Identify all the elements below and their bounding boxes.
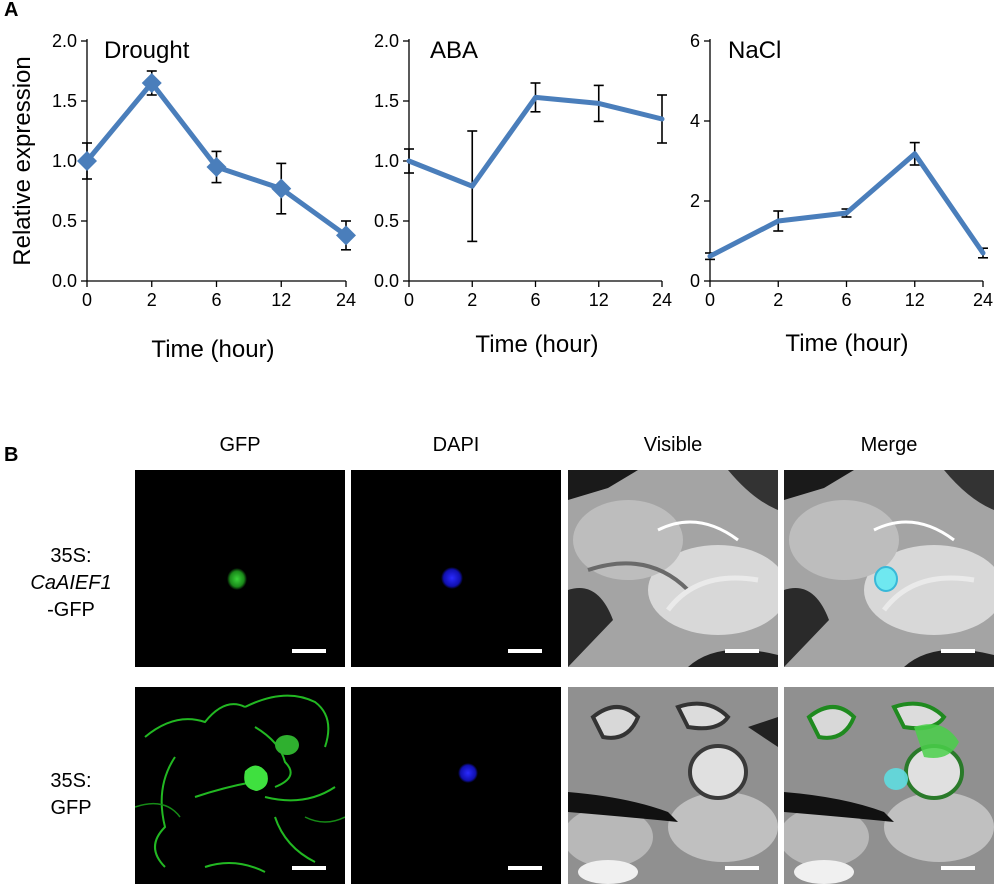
chart2-y-tick-label: 0.5 [374,211,399,231]
scale-bar [292,866,326,870]
micrograph-row1-merge [784,470,994,667]
chart2-x-tick-label: 6 [530,290,540,310]
chart1-x-axis-label: Time (hour) [151,336,274,363]
chart1-x-tick-label: 0 [82,290,92,310]
chart1-y-tick-label: 0.0 [52,271,77,291]
chart1-y-tick-label: 1.5 [52,91,77,111]
chart1-y-axis-label: Relative expression [9,56,36,265]
nucleus-dapi-signal [458,763,478,783]
chart3-y-tick-label: 4 [690,111,700,131]
chart3-y-tick-label: 0 [690,271,700,291]
merged-nucleus-signal [884,768,908,790]
micrograph-row1-dapi [351,470,561,667]
chart1-data-point [141,73,162,93]
micrograph-row2-merge [784,687,994,884]
scale-bar [725,866,759,870]
chart1-y-tick-label: 2.0 [52,31,77,51]
scale-bar [292,649,326,653]
micrograph-row1-gfp [135,470,345,667]
chart2-title: ABA [430,37,478,64]
micrograph-row2-gfp [135,687,345,884]
panel-label-a: A [4,0,19,21]
merged-nucleus-signal [874,566,898,592]
chart2-series-line [406,94,665,189]
chart3-title: NaCl [728,37,781,64]
chart1-x-tick-label: 6 [211,290,221,310]
chart3-x-tick-label: 6 [841,290,851,310]
scale-bar [941,866,975,870]
chart1-x-tick-label: 2 [147,290,157,310]
chart3-y-tick-label: 2 [690,191,700,211]
chart1-y-tick-label: 0.5 [52,211,77,231]
row-label-fusion-line3: -GFP [47,599,95,621]
nucleus-dapi-signal [441,567,463,589]
chart3-x-axis-label: Time (hour) [785,330,908,357]
nucleus-gfp-signal [244,765,268,791]
chart1-x-tick-label: 24 [336,290,356,310]
chart3-x-tick-label: 24 [973,290,993,310]
scale-bar [725,649,759,653]
scale-bar [508,649,542,653]
chart2-y-tick-label: 2.0 [374,31,399,51]
micrograph-row1-visible [568,470,778,667]
row-label-control-line2: GFP [50,797,92,819]
row-label-fusion-line1: 35S: [50,545,92,567]
micrograph-row2-visible [568,687,778,884]
chart2-x-axis-label: Time (hour) [475,331,598,358]
chart2-y-tick-label: 0.0 [374,271,399,291]
row-label-control-line1: 35S: [50,770,92,792]
chart1-data-point [206,157,227,177]
panel-label-b: B [4,444,19,466]
chart2-x-tick-label: 0 [404,290,414,310]
chart2-x-tick-label: 24 [652,290,672,310]
chart1-data-point [336,225,356,246]
chart1-y-tick-label: 1.0 [52,151,77,171]
column-label-visible: Visible [643,434,703,456]
chart3-series-line [707,151,986,259]
chart3-x-tick-label: 12 [905,290,925,310]
chart1-data-point [77,151,97,171]
column-label-dapi: DAPI [432,434,480,456]
chart1-x-tick-label: 12 [271,290,291,310]
chart2-y-tick-label: 1.5 [374,91,399,111]
chart3-x-tick-label: 0 [705,290,715,310]
chart1-title: Drought [104,37,190,64]
chart1-data-point [271,178,292,199]
chart2-x-tick-label: 12 [589,290,609,310]
chart2-y-tick-label: 1.0 [374,151,399,171]
micrograph-row2-dapi [351,687,561,884]
row-label-fusion: 35S: CaAIEF1 -GFP [10,543,132,624]
scale-bar [508,866,542,870]
chart3-x-tick-label: 2 [773,290,783,310]
nucleus-gfp-signal [227,568,247,590]
column-label-gfp: GFP [219,434,261,456]
row-label-gfp-control: 35S: GFP [10,768,132,822]
chart3-y-tick-label: 6 [690,31,700,51]
column-label-merge: Merge [860,434,918,456]
scale-bar [941,649,975,653]
chart2-x-tick-label: 2 [467,290,477,310]
row-label-fusion-gene: CaAIEF1 [30,572,112,594]
